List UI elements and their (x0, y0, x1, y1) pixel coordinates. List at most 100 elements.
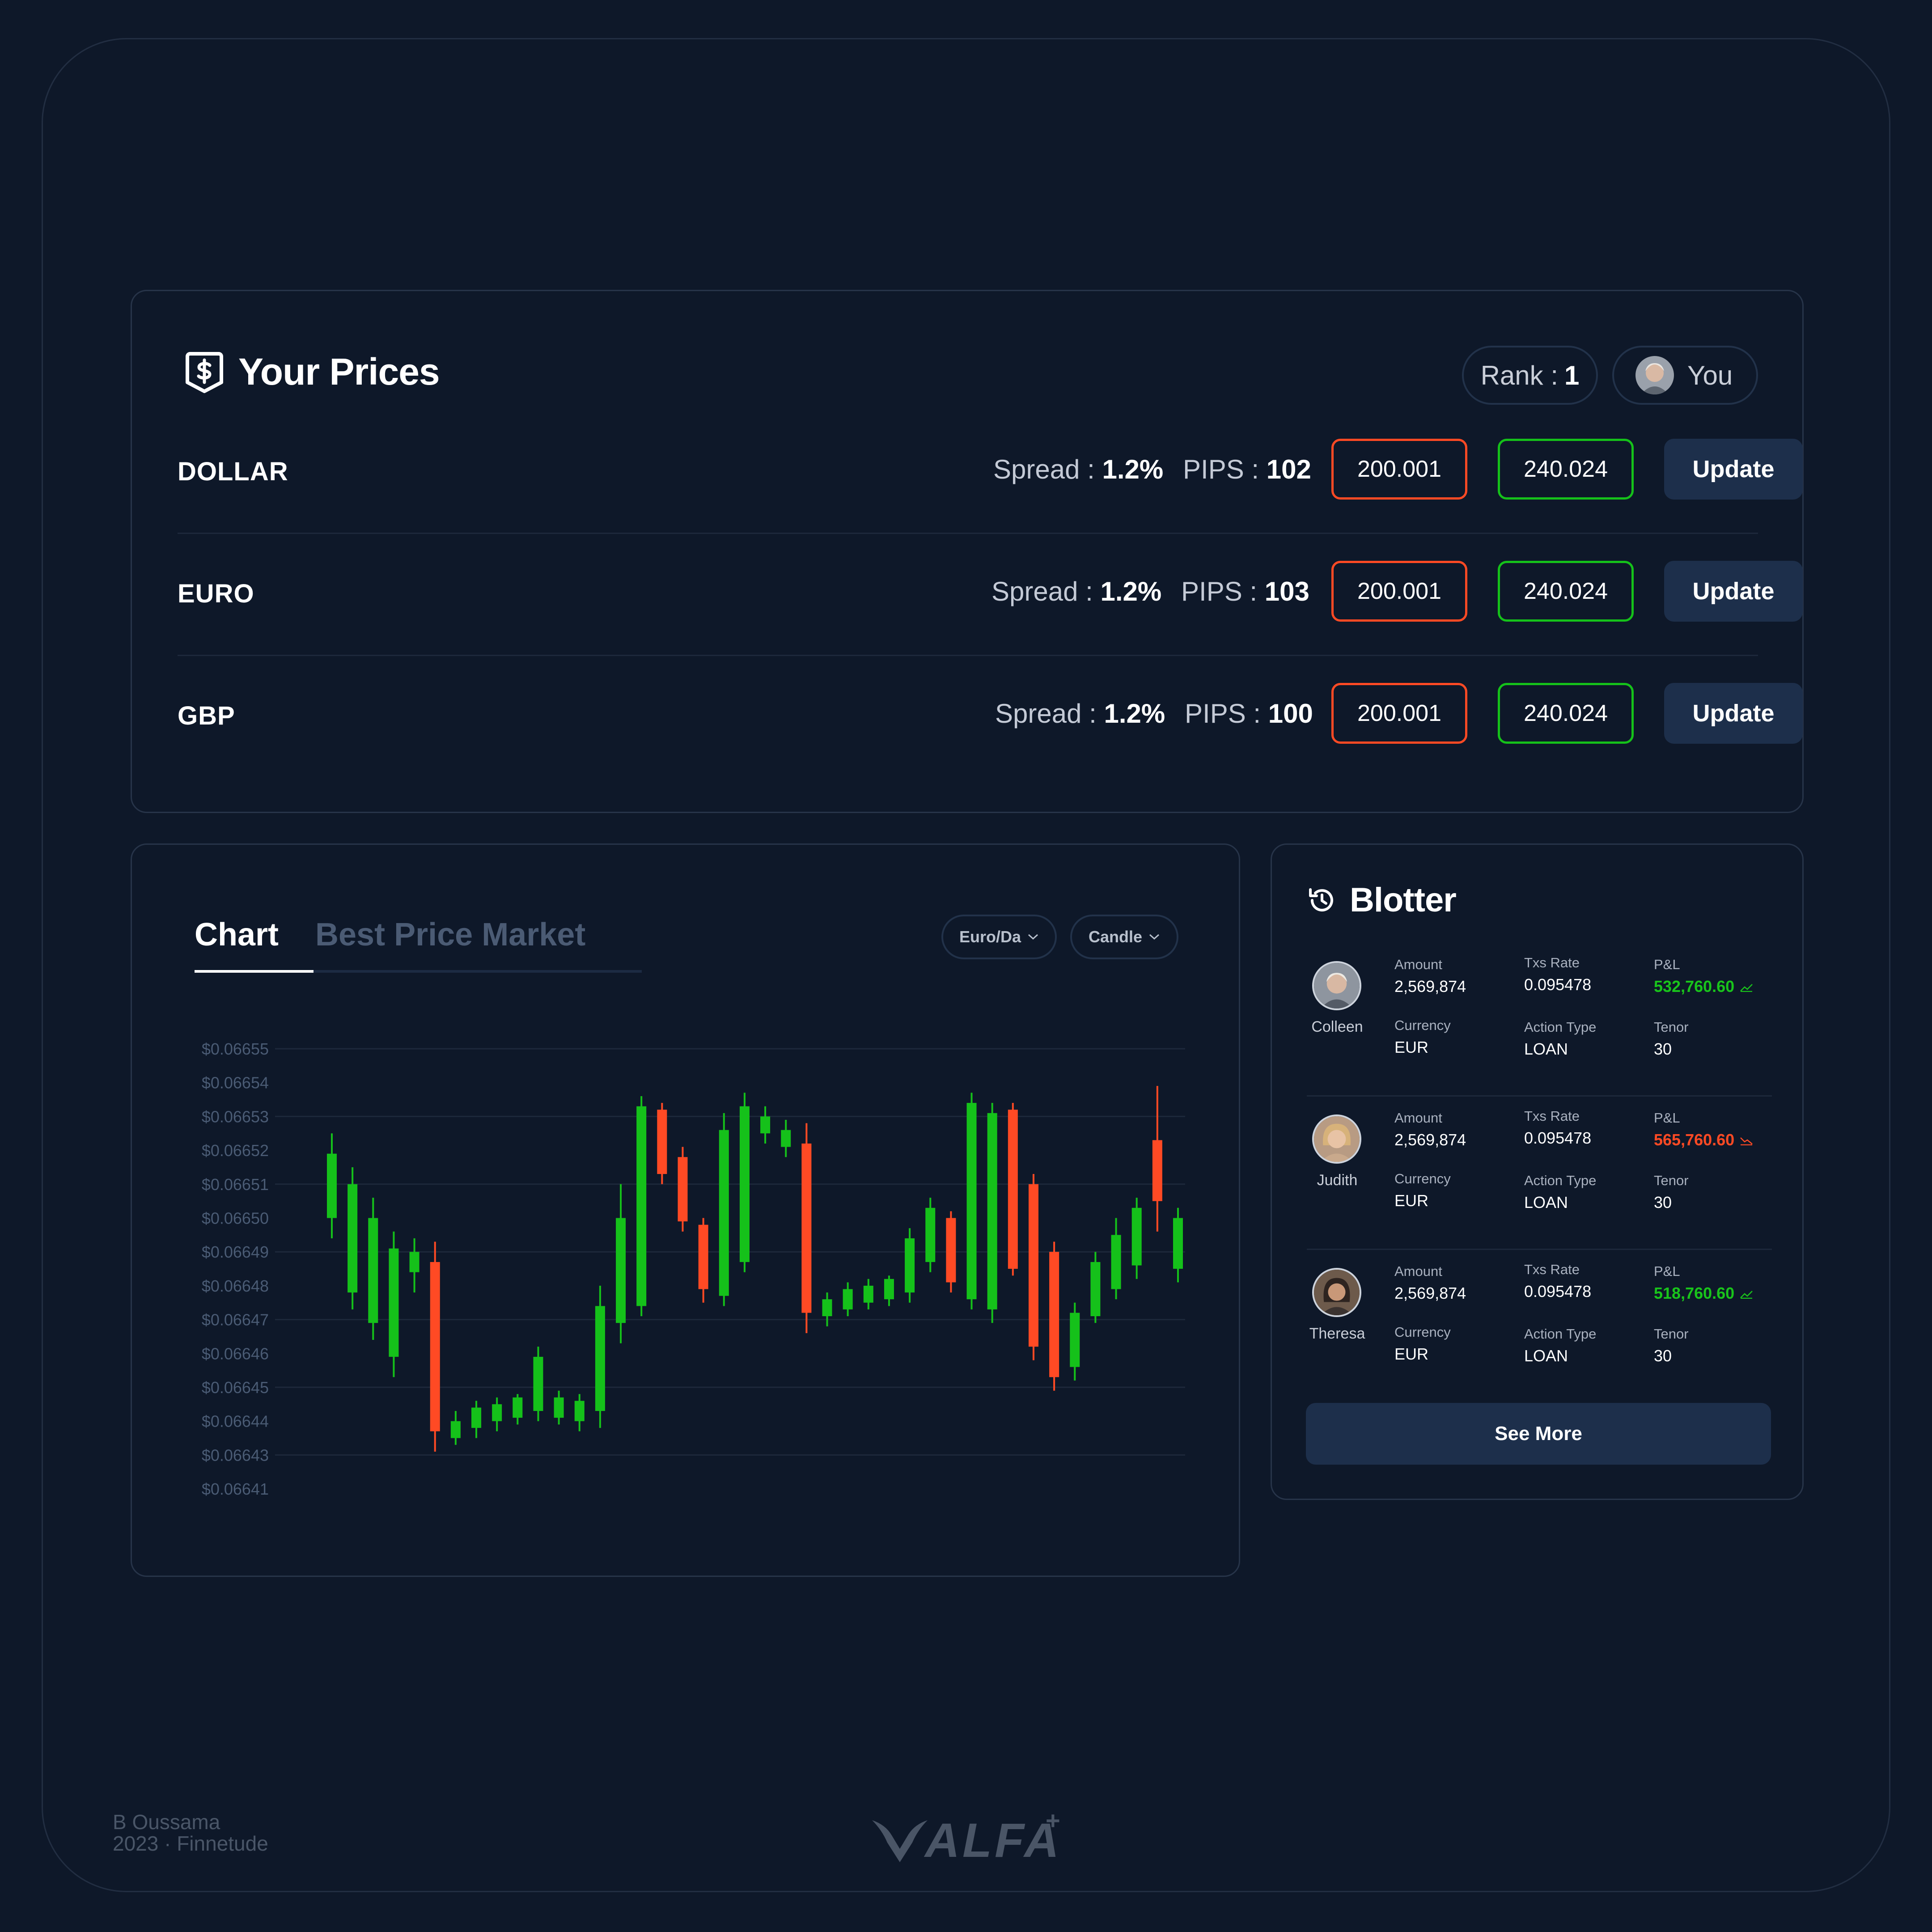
candle-down (946, 1218, 956, 1283)
blotter-title: Blotter (1350, 881, 1457, 919)
rank-value: 1 (1564, 360, 1580, 390)
candle-up (450, 1421, 461, 1438)
chevron-down-icon (1028, 934, 1038, 940)
candle-down (698, 1224, 708, 1289)
outer-frame (42, 38, 1890, 1892)
candle-up (1111, 1235, 1121, 1289)
prices-card: Your Prices Rank : 1 You DOLLAR Spread :… (131, 290, 1804, 813)
candle-down (1008, 1110, 1018, 1269)
y-tick-label: $0.06651 (202, 1175, 269, 1194)
price-row-dollar: DOLLAR Spread : 1.2% PIPS : 102 200.001 … (178, 412, 1803, 534)
currency-field: Currency EUR (1394, 1324, 1451, 1363)
candle-up (905, 1238, 915, 1293)
y-tick-label: $0.06650 (202, 1209, 269, 1228)
rate-field: Txs Rate 0.095478 (1524, 1108, 1592, 1147)
user-name: Judith (1317, 1172, 1358, 1189)
bid-price-box[interactable]: 200.001 (1331, 439, 1467, 500)
history-icon (1309, 888, 1333, 911)
blotter-entry[interactable]: Colleen Amount 2,569,874 Txs Rate 0.095478… (1307, 943, 1772, 1097)
avatar (1312, 1268, 1361, 1317)
spread-text: Spread : 1.2% (995, 699, 1165, 729)
chevron-down-icon (1149, 934, 1160, 940)
alfa-logo: ALFA + (872, 1809, 1062, 1863)
currency-name: GBP (178, 701, 235, 730)
update-button[interactable]: Update (1664, 561, 1803, 622)
prices-header: Your Prices (182, 349, 440, 394)
user-name: Colleen (1311, 1018, 1363, 1035)
avatar (1312, 1114, 1361, 1164)
candle-up (1090, 1262, 1101, 1317)
update-button[interactable]: Update (1664, 683, 1803, 744)
blotter-card: Blotter Colleen Amount 2,569,874 Txs Rate… (1271, 843, 1804, 1500)
candle-up (822, 1299, 832, 1317)
candle-up (409, 1252, 419, 1272)
candle-up (719, 1130, 729, 1296)
avatar (1312, 961, 1361, 1010)
spread-text: Spread : 1.2% (991, 576, 1162, 606)
candle-up (925, 1208, 936, 1262)
candle-up (781, 1130, 791, 1147)
tenor-field: Tenor 30 (1654, 1173, 1689, 1212)
candle-up (884, 1279, 894, 1300)
author-name: B Oussama (113, 1810, 220, 1834)
trend-up-icon (1740, 984, 1753, 992)
y-tick-label: $0.06646 (202, 1344, 269, 1363)
logo-text: ALFA (924, 1813, 1062, 1863)
candle-down (1152, 1140, 1162, 1201)
spread-text: Spread : 1.2% (993, 454, 1164, 484)
pair-select[interactable]: Euro/Da (941, 915, 1057, 959)
see-more-button[interactable]: See More (1306, 1403, 1771, 1465)
candle-up (554, 1397, 564, 1418)
candle-up (327, 1153, 337, 1218)
bid-price-box[interactable]: 200.001 (1331, 683, 1467, 744)
candle-up (636, 1106, 647, 1306)
pips-text: PIPS : 102 (1183, 454, 1311, 484)
tab-underline (195, 970, 642, 973)
user-name: Theresa (1309, 1325, 1365, 1342)
update-button[interactable]: Update (1664, 439, 1803, 500)
tab-chart[interactable]: Chart (195, 917, 279, 953)
ask-price-box[interactable]: 240.024 (1498, 683, 1634, 744)
pnl-field: P&L 518,760.60 (1654, 1263, 1753, 1303)
candle-up (760, 1116, 771, 1134)
ask-price-box[interactable]: 240.024 (1498, 561, 1634, 622)
currency-name: DOLLAR (178, 457, 288, 486)
candle-down (657, 1110, 667, 1174)
candle-up (739, 1106, 750, 1262)
trend-down-icon (1740, 1137, 1753, 1146)
candle-up (574, 1401, 585, 1421)
candle-up (843, 1289, 853, 1309)
candle-up (863, 1285, 873, 1303)
chart-card: $0.06655 $0.06654 $0.06653 $0.06652 $0.06651… (131, 843, 1240, 1577)
trend-up-icon (1740, 1291, 1753, 1299)
action-type-field: Action Type LOAN (1524, 1019, 1597, 1058)
prices-title: Your Prices (238, 350, 440, 393)
tenor-field: Tenor 30 (1654, 1019, 1689, 1058)
tab-best-price-market[interactable]: Best Price Market (315, 917, 586, 953)
y-tick-label: $0.06648 (202, 1277, 269, 1295)
blotter-entry[interactable]: Theresa Amount 2,569,874 Txs Rate 0.095478… (1307, 1250, 1772, 1403)
user-label: You (1687, 360, 1733, 390)
action-type-field: Action Type LOAN (1524, 1173, 1597, 1212)
pips-text: PIPS : 100 (1185, 699, 1313, 729)
candle-up (1173, 1218, 1183, 1269)
y-tick-label: $0.06645 (202, 1378, 269, 1397)
user-badge[interactable]: You (1612, 346, 1758, 405)
y-tick-label: $0.06644 (202, 1412, 269, 1431)
chart-type-select[interactable]: Candle (1070, 915, 1178, 959)
avatar (1635, 356, 1674, 394)
y-tick-label: $0.06643 (202, 1446, 269, 1464)
currency-field: Currency EUR (1394, 1017, 1451, 1056)
ask-price-box[interactable]: 240.024 (1498, 439, 1634, 500)
currency-name: EURO (178, 579, 254, 608)
year-org: 2023 · Finnetude (113, 1832, 268, 1855)
pnl-field: P&L 565,760.60 (1654, 1110, 1753, 1149)
candle-down (1049, 1252, 1059, 1377)
y-tick-label: $0.06652 (202, 1141, 269, 1160)
blotter-entry[interactable]: Judith Amount 2,569,874 Txs Rate 0.095478 … (1307, 1097, 1772, 1250)
y-tick-label: $0.06649 (202, 1243, 269, 1261)
amount-field: Amount 2,569,874 (1394, 1263, 1466, 1302)
tenor-field: Tenor 30 (1654, 1326, 1689, 1365)
dollar-shield-icon (186, 352, 223, 393)
bid-price-box[interactable]: 200.001 (1331, 561, 1467, 622)
